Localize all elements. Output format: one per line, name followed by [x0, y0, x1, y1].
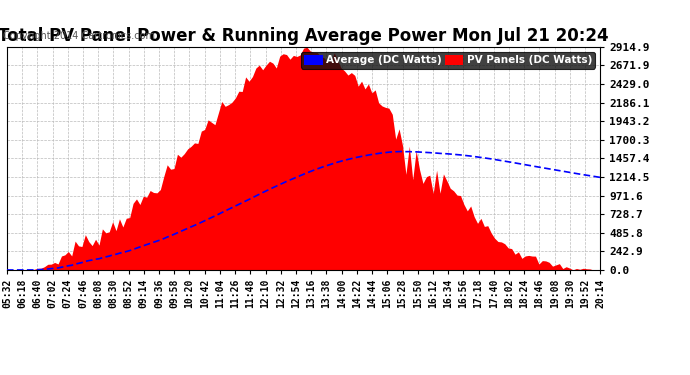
Text: Copyright 2014 Cartronics.com: Copyright 2014 Cartronics.com [3, 32, 155, 41]
Legend: Average (DC Watts), PV Panels (DC Watts): Average (DC Watts), PV Panels (DC Watts) [301, 52, 595, 69]
Title: Total PV Panel Power & Running Average Power Mon Jul 21 20:24: Total PV Panel Power & Running Average P… [0, 27, 609, 45]
